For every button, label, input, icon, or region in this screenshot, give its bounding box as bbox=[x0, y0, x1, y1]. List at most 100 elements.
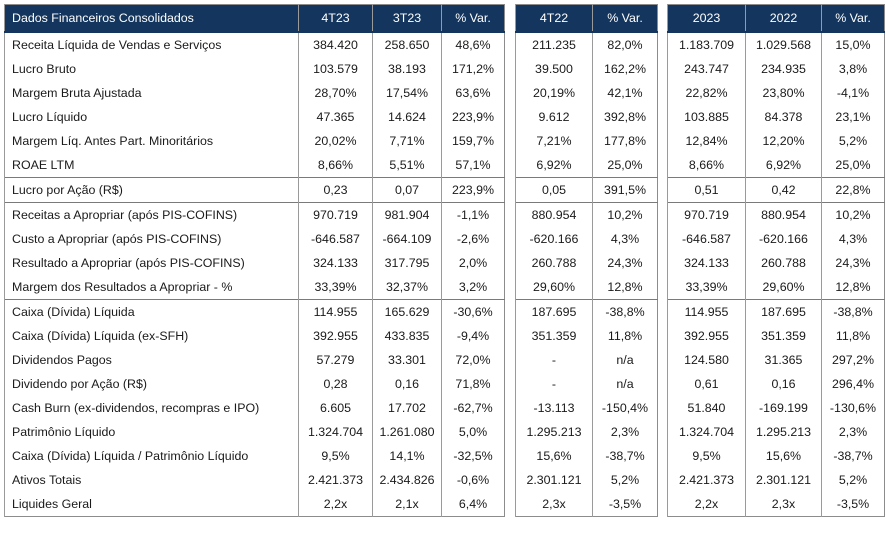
value-cell: -620.166 bbox=[515, 227, 593, 251]
value-cell: n/a bbox=[592, 348, 658, 372]
table-row: 29,60% 12,8% bbox=[515, 275, 658, 300]
value-cell: 297,2% bbox=[821, 348, 885, 372]
value-cell: 23,1% bbox=[821, 105, 885, 129]
column-header: 3T23 bbox=[372, 4, 442, 32]
value-cell: 970.719 bbox=[298, 202, 373, 227]
value-cell: 9,5% bbox=[298, 444, 373, 468]
value-cell: 12,84% bbox=[667, 129, 746, 153]
table-row: 124.580 31.365 297,2% bbox=[667, 348, 885, 372]
table-row: Receitas a Apropriar (após PIS-COFINS) 97… bbox=[4, 202, 505, 227]
table-row: -646.587 -620.166 4,3% bbox=[667, 227, 885, 251]
table-row: 103.885 84.378 23,1% bbox=[667, 105, 885, 129]
value-cell: 33,39% bbox=[298, 275, 373, 300]
value-cell: 3,8% bbox=[821, 57, 885, 81]
row-label: Liquides Geral bbox=[4, 492, 299, 517]
table-row: 392.955 351.359 11,8% bbox=[667, 324, 885, 348]
value-cell: -130,6% bbox=[821, 396, 885, 420]
value-cell: 1.295.213 bbox=[515, 420, 593, 444]
value-cell: 8,66% bbox=[298, 153, 373, 178]
row-label: Receita Líquida de Vendas e Serviços bbox=[4, 31, 299, 57]
value-cell: 433.835 bbox=[372, 324, 442, 348]
value-cell: 324.133 bbox=[667, 251, 746, 275]
table-row: Caixa (Dívida) Líquida / Patrimônio Líqu… bbox=[4, 444, 505, 468]
value-cell: 38.193 bbox=[372, 57, 442, 81]
value-cell: 82,0% bbox=[592, 31, 658, 57]
value-cell: 981.904 bbox=[372, 202, 442, 227]
value-cell: 260.788 bbox=[515, 251, 593, 275]
value-cell: 12,8% bbox=[821, 275, 885, 300]
value-cell: -169.199 bbox=[745, 396, 822, 420]
value-cell: 114.955 bbox=[298, 299, 373, 324]
quarterly-table: Dados Financeiros Consolidados 4T23 3T23% … bbox=[4, 4, 505, 517]
value-cell: 880.954 bbox=[745, 202, 822, 227]
value-cell: 10,2% bbox=[592, 202, 658, 227]
value-cell: 31.365 bbox=[745, 348, 822, 372]
row-label: Lucro por Ação (R$) bbox=[4, 177, 299, 203]
row-label: Margem Líq. Antes Part. Minoritários bbox=[4, 129, 299, 153]
value-cell: 2,3x bbox=[745, 492, 822, 517]
value-cell: 351.359 bbox=[745, 324, 822, 348]
value-cell: 296,4% bbox=[821, 372, 885, 396]
row-label: Ativos Totais bbox=[4, 468, 299, 492]
table-row: Custo a Apropriar (após PIS-COFINS) -646.… bbox=[4, 227, 505, 251]
value-cell: 2,2x bbox=[298, 492, 373, 517]
row-label: Lucro Bruto bbox=[4, 57, 299, 81]
table-row: Dividendos Pagos 57.279 33.301 72,0% bbox=[4, 348, 505, 372]
table-row: 1.324.704 1.295.213 2,3% bbox=[667, 420, 885, 444]
value-cell: 2,0% bbox=[441, 251, 505, 275]
value-cell: -620.166 bbox=[745, 227, 822, 251]
table-row: 0,05 391,5% bbox=[515, 177, 658, 203]
value-cell: 3,2% bbox=[441, 275, 505, 300]
value-cell: 10,2% bbox=[821, 202, 885, 227]
table-row: Margem Bruta Ajustada 28,70% 17,54% 63,6% bbox=[4, 81, 505, 105]
value-cell: 4,3% bbox=[592, 227, 658, 251]
value-cell: 392,8% bbox=[592, 105, 658, 129]
table-row: 351.359 11,8% bbox=[515, 324, 658, 348]
value-cell: 14.624 bbox=[372, 105, 442, 129]
value-cell: 171,2% bbox=[441, 57, 505, 81]
value-cell: 2.434.826 bbox=[372, 468, 442, 492]
value-cell: 0,61 bbox=[667, 372, 746, 396]
value-cell: 2,1x bbox=[372, 492, 442, 517]
value-cell: 22,8% bbox=[821, 177, 885, 203]
value-cell: 23,80% bbox=[745, 81, 822, 105]
value-cell: -150,4% bbox=[592, 396, 658, 420]
value-cell: 2,3x bbox=[515, 492, 593, 517]
value-cell: -62,7% bbox=[441, 396, 505, 420]
value-cell: 1.261.080 bbox=[372, 420, 442, 444]
table-row: 20,19% 42,1% bbox=[515, 81, 658, 105]
row-label: Cash Burn (ex-dividendos, recompras e IP… bbox=[4, 396, 299, 420]
value-cell: 15,0% bbox=[821, 31, 885, 57]
value-cell: 20,19% bbox=[515, 81, 593, 105]
table-row: - n/a bbox=[515, 348, 658, 372]
value-cell: 4,3% bbox=[821, 227, 885, 251]
header-row: Dados Financeiros Consolidados 4T23 3T23% … bbox=[4, 4, 505, 32]
header-row: 2023 2022% Var. bbox=[667, 4, 885, 32]
table-row: Cash Burn (ex-dividendos, recompras e IP… bbox=[4, 396, 505, 420]
value-cell: 51.840 bbox=[667, 396, 746, 420]
table-row: 0,51 0,42 22,8% bbox=[667, 177, 885, 203]
value-cell: 25,0% bbox=[821, 153, 885, 178]
column-header: 2023 bbox=[667, 4, 746, 32]
table-row: 2.421.373 2.301.121 5,2% bbox=[667, 468, 885, 492]
row-label: Caixa (Dívida) Líquida bbox=[4, 299, 299, 324]
value-cell: 260.788 bbox=[745, 251, 822, 275]
value-cell: 0,23 bbox=[298, 177, 373, 203]
value-cell: 0,16 bbox=[372, 372, 442, 396]
table-row: - n/a bbox=[515, 372, 658, 396]
value-cell: 29,60% bbox=[745, 275, 822, 300]
value-cell: 234.935 bbox=[745, 57, 822, 81]
value-cell: 33,39% bbox=[667, 275, 746, 300]
value-cell: 0,42 bbox=[745, 177, 822, 203]
value-cell: 2.421.373 bbox=[298, 468, 373, 492]
table-row: 2.301.121 5,2% bbox=[515, 468, 658, 492]
value-cell: -4,1% bbox=[821, 81, 885, 105]
value-cell: 2.301.121 bbox=[745, 468, 822, 492]
table-row: -620.166 4,3% bbox=[515, 227, 658, 251]
value-cell: 6,4% bbox=[441, 492, 505, 517]
value-cell: 63,6% bbox=[441, 81, 505, 105]
table-row: 2,2x 2,3x -3,5% bbox=[667, 492, 885, 517]
value-cell: 12,20% bbox=[745, 129, 822, 153]
table-row: Margem Líq. Antes Part. Minoritários 20,0… bbox=[4, 129, 505, 153]
value-cell: 7,21% bbox=[515, 129, 593, 153]
